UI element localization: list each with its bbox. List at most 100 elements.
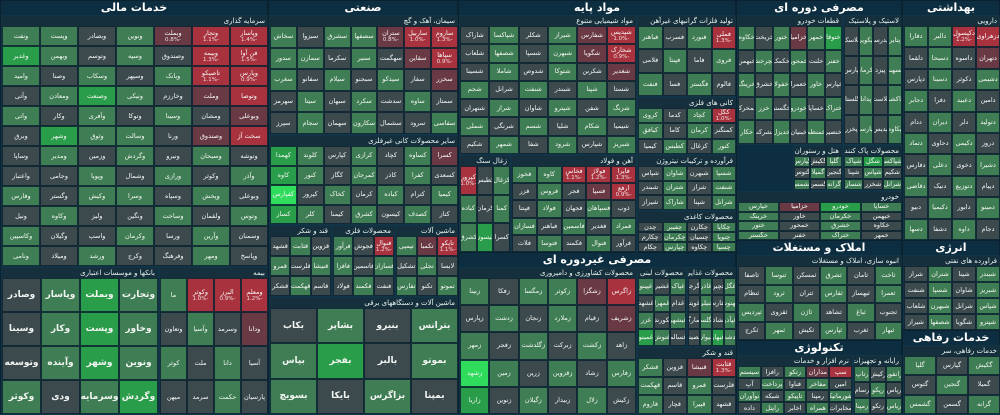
stock-tile[interactable]: وکرمان: [116, 226, 154, 246]
stock-tile[interactable]: دقاضی: [904, 175, 928, 198]
stock-tile[interactable]: غویتا: [688, 295, 700, 312]
stock-tile[interactable]: قزوین: [662, 358, 687, 377]
stock-tile[interactable]: کاوه: [536, 166, 562, 184]
stock-tile[interactable]: شصفها: [489, 44, 519, 63]
stock-tile[interactable]: کیسون: [476, 223, 494, 252]
stock-tile[interactable]: خمحور: [779, 221, 820, 231]
stock-tile[interactable]: کباده: [377, 185, 405, 205]
stock-tile[interactable]: زشهد: [460, 359, 490, 387]
stock-tile[interactable]: شرانل: [711, 195, 736, 210]
stock-tile[interactable]: ختوقا: [824, 26, 842, 50]
stock-tile[interactable]: قثابت -1.3%: [711, 358, 736, 377]
stock-tile[interactable]: فباهنر: [638, 26, 663, 50]
industry-credit[interactable]: بانکها و موسسات اعتباری وتجارت وبملت وپاسار…: [1, 267, 159, 415]
stock-tile[interactable]: سجام: [296, 112, 324, 134]
stock-tile[interactable]: قاروم: [638, 395, 663, 414]
stock-tile[interactable]: سپاها -0.9%: [431, 47, 458, 70]
stock-tile[interactable]: ثقزوی: [765, 303, 793, 322]
stock-tile[interactable]: خکرمان: [820, 211, 861, 221]
stock-tile[interactable]: خشرق: [820, 221, 861, 231]
stock-tile[interactable]: خریخت: [755, 26, 773, 50]
stock-tile[interactable]: سغرب: [270, 69, 297, 91]
stock-tile[interactable]: واتی: [2, 106, 40, 126]
stock-tile[interactable]: خکاوه: [738, 26, 756, 50]
stock-tile[interactable]: زمهر: [460, 332, 490, 360]
stock-tile[interactable]: وتوکا: [116, 106, 154, 126]
stock-tile[interactable]: غمینو: [638, 329, 654, 346]
stock-tile[interactable]: شگویا: [577, 44, 607, 63]
stock-tile[interactable]: میهن: [160, 380, 187, 414]
stock-tile[interactable]: غگلستا: [700, 312, 712, 329]
stock-tile[interactable]: ورنا: [154, 126, 192, 146]
stock-tile[interactable]: داسوه: [952, 47, 976, 69]
stock-tile[interactable]: رتکو: [870, 398, 886, 414]
stock-tile[interactable]: کمرجان: [350, 165, 378, 185]
stock-tile[interactable]: وملت: [192, 86, 230, 106]
stock-tile[interactable]: شبکه: [760, 390, 784, 402]
stock-tile[interactable]: خفنر: [824, 49, 842, 74]
stock-tile[interactable]: کاما: [662, 123, 687, 139]
stock-tile[interactable]: کخاک: [323, 185, 351, 205]
stock-tile[interactable]: وتوس: [230, 206, 268, 226]
stock-tile[interactable]: شاراک: [662, 195, 687, 210]
stock-tile[interactable]: وگستر: [40, 186, 78, 206]
stock-tile[interactable]: گمیلا: [968, 375, 1000, 395]
stock-tile[interactable]: کپارس: [323, 146, 351, 166]
stock-tile[interactable]: شیراز: [904, 314, 928, 330]
stock-tile[interactable]: دتولید: [976, 111, 1000, 133]
stock-tile[interactable]: اخابر: [783, 402, 807, 414]
stock-tile[interactable]: خمهر: [807, 26, 825, 50]
stock-tile[interactable]: رپکو: [870, 382, 886, 398]
stock-tile[interactable]: زقیام: [577, 305, 607, 333]
stock-tile[interactable]: چکارم: [638, 232, 663, 242]
stock-tile[interactable]: ثتران: [792, 284, 820, 303]
stock-tile[interactable]: کنور: [296, 165, 324, 185]
stock-tile[interactable]: وکوثر: [2, 380, 41, 414]
stock-tile[interactable]: ولیز: [78, 206, 116, 226]
stock-tile[interactable]: پگلستان: [844, 85, 859, 115]
stock-tile[interactable]: گلپا: [826, 156, 842, 168]
stock-tile[interactable]: پدرسا: [873, 26, 888, 56]
stock-tile[interactable]: گکیش: [968, 356, 1000, 376]
stock-tile[interactable]: قپیرا: [687, 395, 712, 414]
stock-tile[interactable]: بشاپر: [317, 308, 364, 344]
stock-tile[interactable]: شتوکا: [548, 62, 578, 81]
stock-tile[interactable]: شپترو: [976, 314, 1000, 330]
stock-tile[interactable]: دپیام: [976, 175, 1000, 198]
stock-tile[interactable]: کرمان: [350, 185, 378, 205]
stock-tile[interactable]: شستا: [606, 80, 636, 100]
stock-tile[interactable]: شکلر: [518, 26, 548, 45]
stock-tile[interactable]: قلرست: [290, 256, 311, 276]
stock-tile[interactable]: ارفع -0.9%: [611, 183, 636, 201]
stock-tile[interactable]: دکیمی: [952, 132, 976, 155]
stock-tile[interactable]: ونیل: [2, 206, 40, 226]
stock-tile[interactable]: کترام: [404, 185, 432, 205]
stock-tile[interactable]: زبرکت: [548, 332, 578, 360]
industry-pharma[interactable]: دارویی دزهراوی دکپسول -1.2% دالبر دفارا دتهران…: [903, 15, 1000, 241]
stock-tile[interactable]: فناوا: [783, 378, 807, 390]
stock-tile[interactable]: وصندوق: [192, 126, 230, 146]
stock-tile[interactable]: تاصیکو -1.1%: [192, 66, 230, 86]
industry-food[interactable]: محصولات لبنی غپاک غشیر غپینو غدام غمهرا غشهد غب…: [637, 267, 687, 347]
stock-tile[interactable]: تجلی: [416, 256, 438, 276]
stock-tile[interactable]: انفورماتیک: [829, 390, 852, 402]
stock-tile[interactable]: فنورد: [687, 26, 712, 50]
stock-tile[interactable]: کمنگنز: [711, 123, 736, 139]
stock-tile[interactable]: قنیشا: [310, 256, 331, 276]
stock-tile[interactable]: قچار: [662, 395, 687, 414]
stock-tile[interactable]: کطبس: [476, 166, 494, 195]
stock-tile[interactable]: کسرا: [493, 223, 510, 252]
stock-tile[interactable]: شلعاب: [460, 44, 490, 63]
stock-tile[interactable]: تکمبا: [416, 236, 438, 256]
stock-tile[interactable]: شپنا: [577, 80, 607, 100]
stock-tile[interactable]: وصندوق: [154, 46, 192, 66]
stock-tile[interactable]: تاپیکو: [783, 390, 807, 402]
stock-tile[interactable]: مخابرات: [829, 402, 852, 414]
stock-tile[interactable]: رپاس: [886, 382, 902, 398]
stock-tile[interactable]: فولاد: [333, 276, 354, 296]
industry-machinery[interactable]: ماشین آلات تاپکو -1.1% تکمبا تپمپی لابسا تجلی ت…: [395, 225, 459, 297]
stock-tile[interactable]: ثنظام: [738, 284, 766, 303]
stock-tile[interactable]: رتکو: [783, 366, 807, 378]
stock-tile[interactable]: قلرست: [711, 376, 736, 396]
stock-tile[interactable]: بترانس: [411, 308, 458, 344]
